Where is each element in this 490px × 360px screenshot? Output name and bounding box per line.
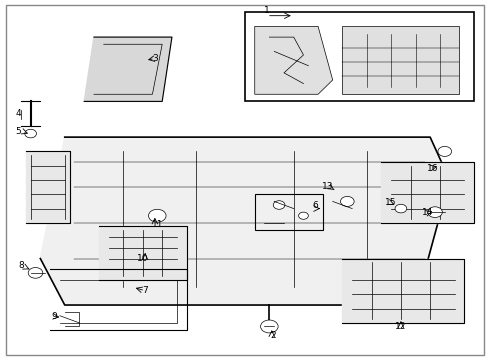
Circle shape [273, 201, 285, 209]
Text: 1: 1 [264, 6, 270, 15]
Text: 16: 16 [427, 164, 439, 173]
Text: 15: 15 [386, 198, 397, 207]
Polygon shape [343, 26, 460, 94]
Text: 6: 6 [313, 201, 318, 210]
Bar [255, 194, 323, 230]
Text: 11: 11 [151, 220, 163, 229]
Circle shape [261, 320, 278, 333]
Circle shape [438, 147, 452, 157]
Circle shape [25, 129, 36, 138]
Text: 9: 9 [51, 312, 57, 321]
Text: 7: 7 [142, 286, 148, 295]
Bar [245, 12, 474, 102]
Circle shape [395, 204, 407, 213]
Text: 12: 12 [395, 322, 407, 331]
Text: 8: 8 [18, 261, 24, 270]
Text: 4: 4 [16, 109, 21, 118]
Polygon shape [255, 26, 333, 94]
Circle shape [148, 209, 166, 222]
Circle shape [428, 207, 442, 217]
Polygon shape [84, 37, 172, 102]
Text: 10: 10 [137, 254, 148, 263]
Circle shape [298, 212, 308, 219]
Circle shape [341, 197, 354, 206]
Text: 14: 14 [422, 208, 433, 217]
Polygon shape [40, 137, 450, 305]
Circle shape [28, 267, 43, 278]
Polygon shape [99, 226, 187, 280]
Text: 3: 3 [152, 54, 158, 63]
Polygon shape [26, 152, 70, 223]
Text: 5: 5 [16, 127, 22, 136]
Text: 2: 2 [270, 331, 276, 340]
Polygon shape [343, 258, 464, 323]
Text: 13: 13 [322, 182, 334, 191]
Polygon shape [381, 162, 474, 223]
